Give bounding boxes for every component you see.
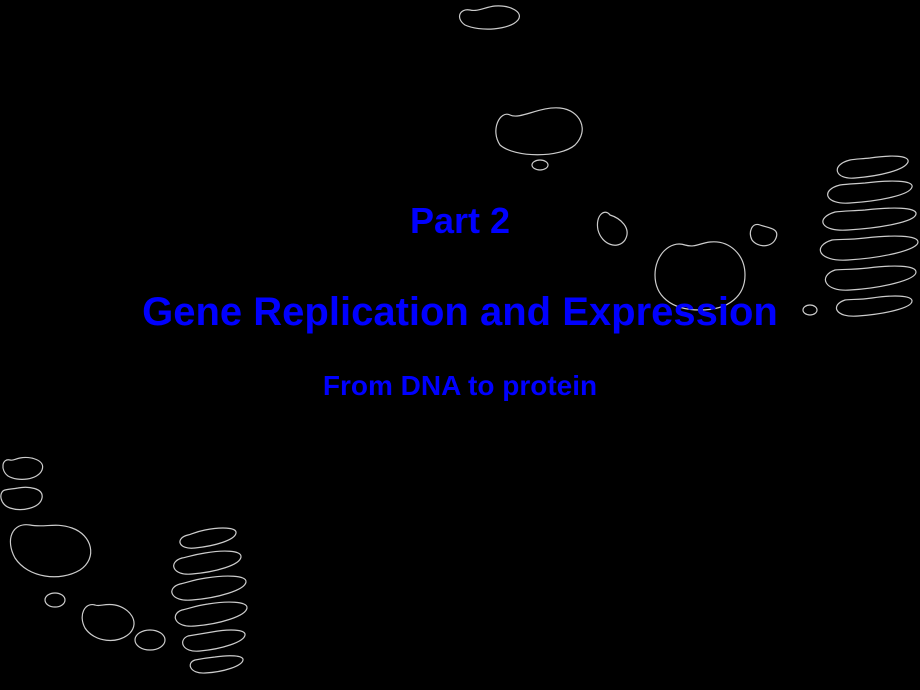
subtitle: From DNA to protein: [0, 370, 920, 402]
part-title: Part 2: [0, 200, 920, 242]
main-title: Gene Replication and Expression: [0, 290, 920, 335]
cell-background-svg: [0, 0, 920, 690]
slide-container: Part 2 Gene Replication and Expression F…: [0, 0, 920, 690]
